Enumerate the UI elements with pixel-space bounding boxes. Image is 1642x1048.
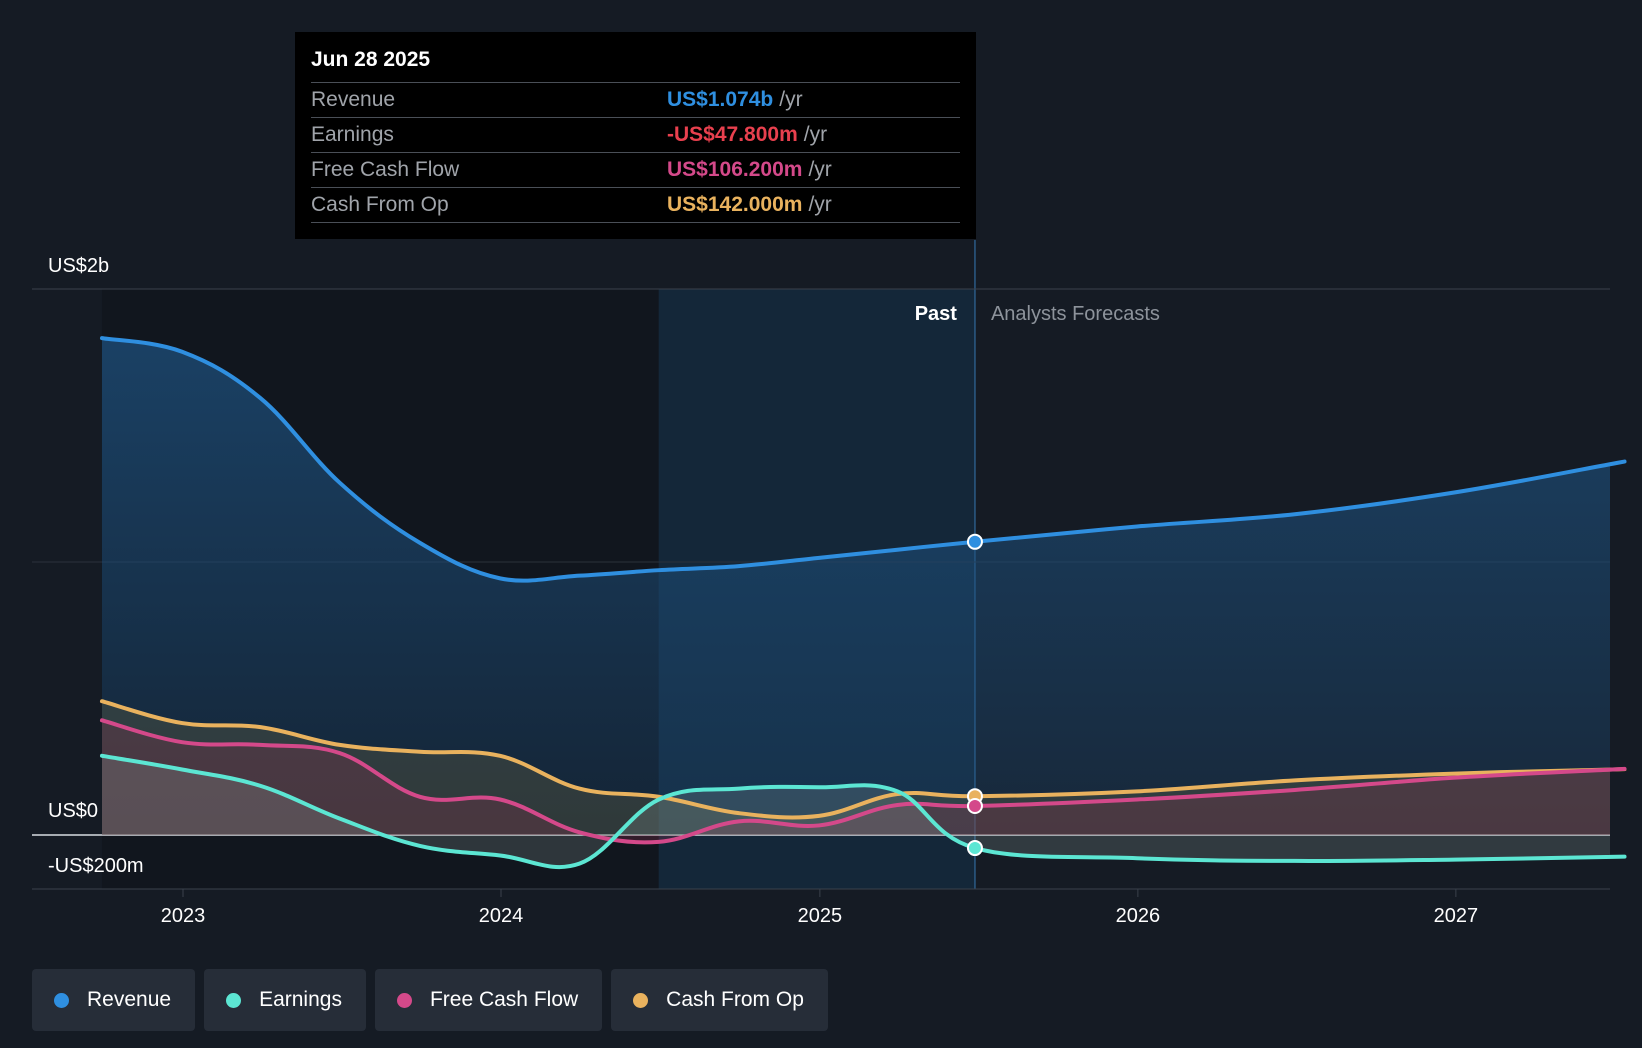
tooltip-row-earnings: Earnings -US$47.800m /yr: [311, 117, 960, 152]
earnings-dot-icon: [226, 992, 242, 1008]
x-tick-label: 2023: [161, 905, 206, 927]
marker-revenue: [966, 533, 983, 550]
area-revenue: [101, 338, 1625, 835]
area-earnings: [101, 755, 1625, 868]
legend-item-revenue[interactable]: Revenue: [32, 969, 196, 1031]
legend-label: Cash From Op: [666, 988, 804, 1011]
x-tick-label: 2024: [479, 905, 524, 927]
tooltip-label: Revenue: [311, 88, 396, 111]
legend-label: Revenue: [87, 988, 172, 1011]
series-lines: [99, 336, 1627, 869]
line-cash-from-op: [99, 699, 1627, 820]
y-axis-label: -US$200m: [48, 855, 144, 877]
x-tick-label: 2025: [798, 905, 843, 927]
tooltip-value: US$106.200m: [667, 158, 803, 181]
tooltip-row-free-cash-flow: Free Cash Flow US$106.200m /yr: [311, 152, 960, 187]
series-areas: [101, 338, 1625, 868]
legend-item-cash-from-op[interactable]: Cash From Op: [611, 969, 828, 1031]
legend-item-earnings[interactable]: Earnings: [204, 969, 366, 1031]
y-axis-label: US$0: [48, 800, 98, 822]
revenue-dot-icon: [54, 992, 69, 1008]
legend-label: Earnings: [259, 988, 342, 1011]
cash-from-op-dot-icon: [633, 992, 649, 1008]
tooltip-value: US$142.000m: [667, 193, 803, 216]
tooltip-row-revenue: Revenue US$1.074b /yr: [311, 82, 960, 117]
tooltip-label: Earnings: [311, 123, 394, 146]
legend-label: Free Cash Flow: [429, 988, 579, 1011]
x-tick-label: 2026: [1116, 905, 1161, 927]
legend: Revenue Earnings Free Cash Flow Cash Fro…: [32, 969, 828, 1031]
line-revenue: [99, 336, 1627, 583]
tooltip-markers: [966, 533, 983, 857]
x-tick-label: 2027: [1434, 905, 1479, 927]
y-axis-label: US$2b: [48, 255, 109, 277]
tooltip-value: US$1.074b: [667, 88, 774, 111]
tooltip-unit: /yr: [808, 158, 832, 181]
tooltip: Jun 28 2025 Revenue US$1.074b /yr Earnin…: [295, 32, 976, 239]
line-free-cash-flow: [99, 718, 1627, 845]
legend-item-free-cash-flow[interactable]: Free Cash Flow: [374, 969, 603, 1031]
tooltip-unit: /yr: [779, 88, 803, 111]
tooltip-unit: /yr: [803, 123, 828, 146]
tooltip-label: Cash From Op: [311, 193, 449, 216]
tooltip-label: Free Cash Flow: [311, 158, 460, 181]
marker-earnings: [966, 840, 983, 857]
axis-labels: US$2b US$0 -US$200m 2023 2024 2025 2026 2027 Pas…: [48, 255, 1478, 927]
marker-free-cash-flow: [966, 798, 983, 815]
area-free-cash-flow: [101, 720, 1625, 843]
tooltip-unit: /yr: [808, 193, 832, 216]
tooltip-row-cash-from-op: Cash From Op US$142.000m /yr: [311, 187, 960, 223]
tooltip-date: Jun 28 2025: [311, 48, 431, 71]
past-label: Past: [915, 303, 958, 325]
area-cash-from-op: [101, 701, 1625, 835]
free-cash-flow-dot-icon: [396, 992, 412, 1008]
forecast-label: Analysts Forecasts: [991, 303, 1160, 325]
line-earnings: [99, 753, 1627, 869]
tooltip-value: -US$47.800m: [667, 123, 798, 146]
